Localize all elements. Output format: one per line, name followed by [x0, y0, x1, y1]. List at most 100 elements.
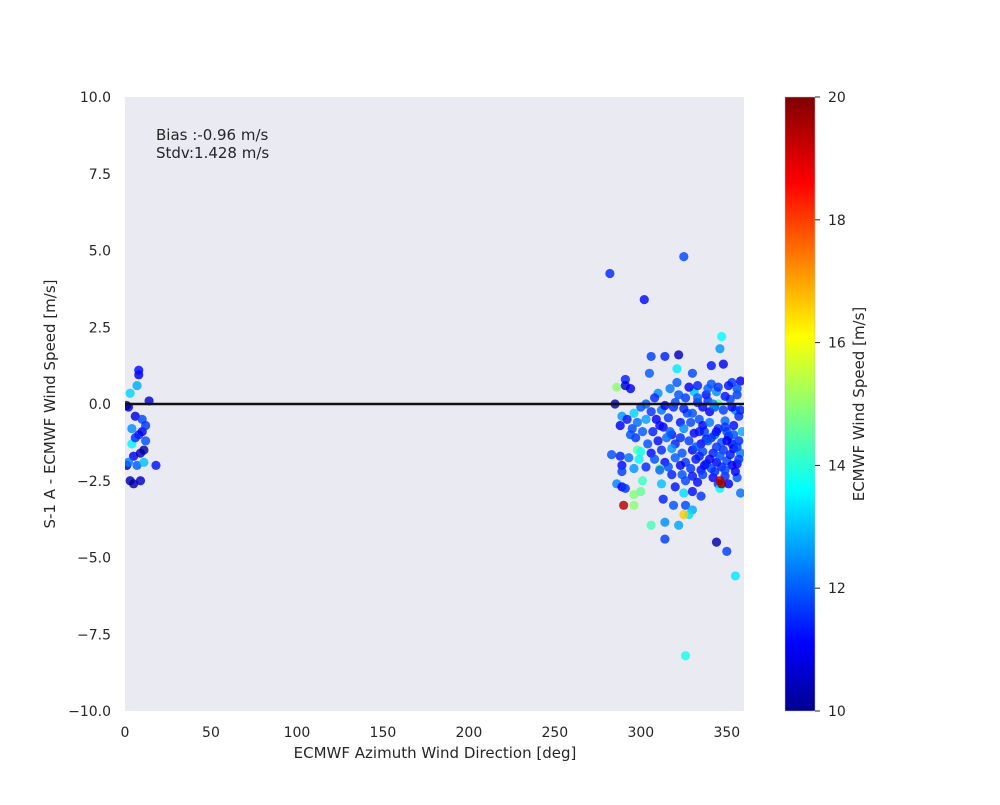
- scatter-point: [641, 462, 651, 472]
- scatter-point: [656, 445, 667, 455]
- scatter-point: [660, 400, 670, 411]
- scatter-point: [629, 463, 639, 474]
- scatter-point: [641, 414, 651, 424]
- points-layer: [125, 252, 744, 661]
- scatter-point: [684, 436, 694, 446]
- scatter-point: [730, 571, 741, 581]
- scatter-point: [732, 384, 742, 394]
- scatter-point: [687, 471, 698, 481]
- scatter-point: [128, 479, 139, 489]
- scatter-point: [710, 466, 720, 477]
- scatter-point: [649, 393, 660, 403]
- scatter-point: [636, 486, 646, 497]
- y-axis-ticks: 10.0 7.5 5.0 2.5 0.0 −2.5 −5.0 −7.5 −10.0: [68, 90, 111, 720]
- scatter-point: [703, 384, 713, 394]
- scatter-point: [655, 420, 665, 431]
- scatter-point: [643, 439, 653, 449]
- scatter-point: [735, 376, 744, 386]
- scatter-point: [629, 500, 639, 510]
- colorbar-tick-label: 12: [828, 581, 846, 597]
- scatter-point: [653, 436, 663, 446]
- scatter-point: [141, 420, 151, 431]
- scatter-point: [732, 442, 742, 452]
- x-tick-label: 350: [713, 725, 740, 741]
- scatter-point: [624, 453, 634, 463]
- scatter-point: [674, 520, 684, 530]
- scatter-point: [680, 651, 691, 661]
- scatter-point: [720, 465, 730, 475]
- scatter-point: [139, 457, 149, 467]
- x-tick-label: 100: [284, 725, 311, 741]
- scatter-point: [723, 479, 734, 489]
- scatter-point: [679, 488, 689, 498]
- scatter-point: [684, 382, 694, 392]
- scatter-point: [636, 446, 646, 457]
- scatter-point: [735, 488, 744, 498]
- x-tick-label: 250: [541, 725, 568, 741]
- scatter-point: [135, 476, 146, 486]
- x-tick-label: 300: [627, 725, 654, 741]
- scatter-point: [127, 423, 137, 434]
- scatter-point: [674, 390, 684, 400]
- colorbar-tick-label: 14: [828, 458, 846, 474]
- x-axis-ticks: 0 50 100 150 200 250 300 350: [121, 725, 741, 741]
- scatter-point: [723, 380, 734, 391]
- scatter-point: [665, 384, 675, 394]
- colorbar-label: ECMWF Wind Speed [m/s]: [850, 307, 868, 502]
- x-tick-label: 150: [370, 725, 397, 741]
- scatter-point: [667, 443, 677, 454]
- scatter-point: [612, 382, 622, 392]
- scatter-point: [649, 454, 660, 464]
- scatter-point: [130, 411, 140, 421]
- scatter-point: [663, 413, 673, 423]
- scatter-point: [686, 417, 696, 428]
- scatter-point: [687, 368, 698, 378]
- scatter-point: [620, 483, 630, 494]
- scatter-point: [625, 430, 636, 440]
- scatter-point: [729, 420, 739, 431]
- scatter-point: [663, 462, 673, 472]
- scatter-point: [634, 454, 644, 464]
- scatter-point: [605, 268, 615, 279]
- y-tick-label: −7.5: [77, 627, 111, 643]
- scatter-point: [692, 393, 703, 403]
- x-tick-label: 50: [202, 725, 220, 741]
- scatter-point: [615, 420, 625, 431]
- scatter-point: [128, 451, 139, 461]
- scatter-point: [670, 453, 680, 463]
- scatter-point: [655, 465, 665, 475]
- scatter-point: [703, 436, 713, 446]
- scatter-point: [713, 382, 723, 392]
- bias-annotation: Bias :-0.96 m/s: [156, 126, 269, 144]
- scatter-point: [607, 450, 617, 460]
- scatter-point: [687, 408, 698, 418]
- scatter-point: [699, 460, 710, 470]
- scatter-point: [677, 448, 687, 458]
- scatter-point: [694, 427, 704, 437]
- scatter-point: [715, 476, 725, 486]
- scatter-point: [670, 482, 680, 492]
- scatter-point: [692, 380, 703, 391]
- scatter-point: [637, 476, 648, 486]
- scatter-point: [675, 460, 685, 470]
- y-tick-label: −2.5: [77, 474, 111, 490]
- scatter-point: [722, 436, 732, 446]
- colorbar-tick-label: 10: [828, 704, 846, 720]
- scatter-point: [646, 351, 656, 362]
- scatter-point: [646, 520, 656, 530]
- scatter-point: [722, 546, 732, 556]
- scatter-point: [141, 436, 151, 446]
- scatter-point: [668, 500, 679, 510]
- scatter-point: [698, 470, 708, 480]
- scatter-point: [720, 391, 730, 401]
- scatter-point: [660, 517, 670, 527]
- scatter-point: [705, 417, 715, 428]
- scatter-point: [711, 427, 722, 437]
- scatter-point: [674, 350, 684, 360]
- scatter-point: [705, 454, 715, 464]
- scatter-point: [617, 466, 627, 477]
- scatter-point: [615, 451, 625, 461]
- scatter-point: [725, 450, 735, 460]
- y-axis-label: S-1 A - ECMWF Wind Speed [m/s]: [41, 279, 59, 528]
